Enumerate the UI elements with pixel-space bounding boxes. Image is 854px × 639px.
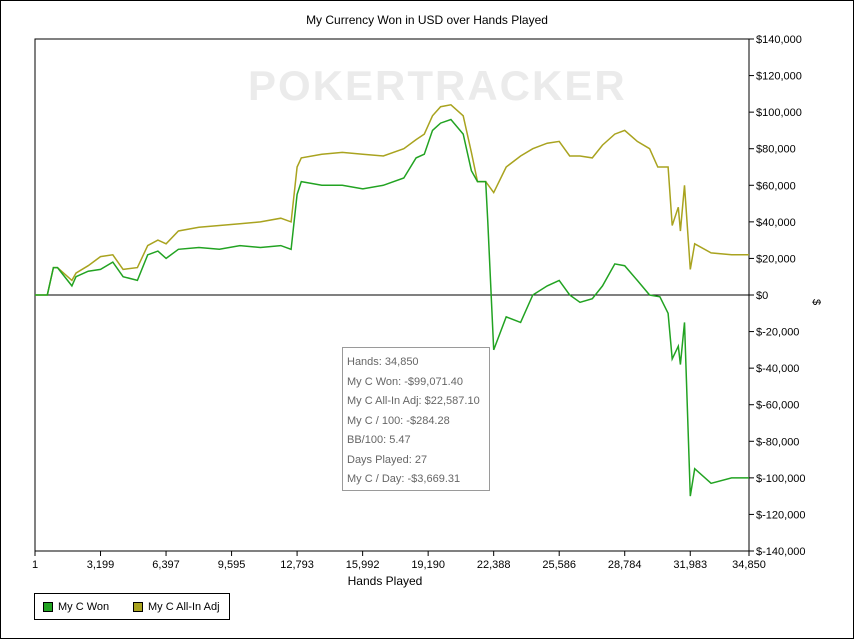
tooltip-hands: Hands: 34,850 — [347, 356, 419, 368]
x-tick-label: 9,595 — [218, 559, 246, 571]
legend-label-allin: My C All-In Adj — [148, 601, 220, 613]
y-tick-label: $-140,000 — [756, 546, 806, 558]
series-line-allin — [35, 103, 749, 296]
y-tick-label: $40,000 — [756, 217, 796, 229]
x-tick-label: 15,992 — [346, 559, 380, 571]
chart-title: My Currency Won in USD over Hands Played — [306, 13, 548, 27]
x-tick-label: 12,793 — [280, 559, 314, 571]
legend-item-won[interactable]: My C Won — [43, 601, 109, 613]
y-tick-label: $-120,000 — [756, 509, 806, 521]
x-tick-label: 25,586 — [542, 559, 576, 571]
legend-item-allin[interactable]: My C All-In Adj — [133, 601, 220, 613]
y-tick-label: $80,000 — [756, 144, 796, 156]
x-tick-label: 31,983 — [673, 559, 707, 571]
y-tick-label: $60,000 — [756, 180, 796, 192]
tooltip-days: Days Played: 27 — [347, 453, 428, 466]
x-tick-label: 34,850 — [732, 559, 766, 571]
x-tick-label: 28,784 — [608, 559, 642, 571]
data-tooltip: Hands: 34,850 My C Won: -$99,071.40 My C… — [342, 347, 490, 491]
x-tick-label: 1 — [32, 559, 38, 571]
tooltip-allin: My C All-In Adj: $22,587.10 — [347, 395, 480, 407]
legend: My C Won My C All-In Adj — [34, 593, 230, 620]
series-line-won — [35, 118, 749, 497]
y-tick-label: $-80,000 — [756, 436, 799, 448]
y-tick-label: $-20,000 — [756, 327, 799, 339]
legend-swatch-allin — [133, 602, 143, 612]
tooltip-per100: My C / 100: -$284.28 — [347, 414, 450, 427]
tooltip-perday: My C / Day: -$3,669.31 — [347, 473, 461, 485]
watermark-logo: POKERTRACKER — [248, 62, 627, 109]
y-tick-label: $-60,000 — [756, 400, 799, 412]
x-tick-label: 19,190 — [411, 559, 445, 571]
legend-swatch-won — [43, 602, 53, 612]
y-tick-label: $-40,000 — [756, 363, 799, 375]
y-axis-label: $ — [810, 298, 823, 306]
tooltip-won: My C Won: -$99,071.40 — [347, 375, 463, 388]
y-tick-label: $140,000 — [756, 34, 802, 46]
x-tick-label: 3,199 — [87, 559, 115, 571]
y-tick-label: $120,000 — [756, 71, 802, 83]
legend-label-won: My C Won — [58, 601, 110, 613]
y-tick-label: $0 — [756, 290, 768, 302]
x-tick-label: 6,397 — [152, 559, 180, 571]
x-axis-label: Hands Played — [347, 574, 423, 588]
y-tick-label: $-100,000 — [756, 473, 806, 485]
x-tick-label: 22,388 — [477, 559, 511, 571]
tooltip-bb100: BB/100: 5.47 — [347, 434, 411, 446]
y-tick-label: $20,000 — [756, 253, 796, 265]
y-tick-label: $100,000 — [756, 107, 802, 119]
